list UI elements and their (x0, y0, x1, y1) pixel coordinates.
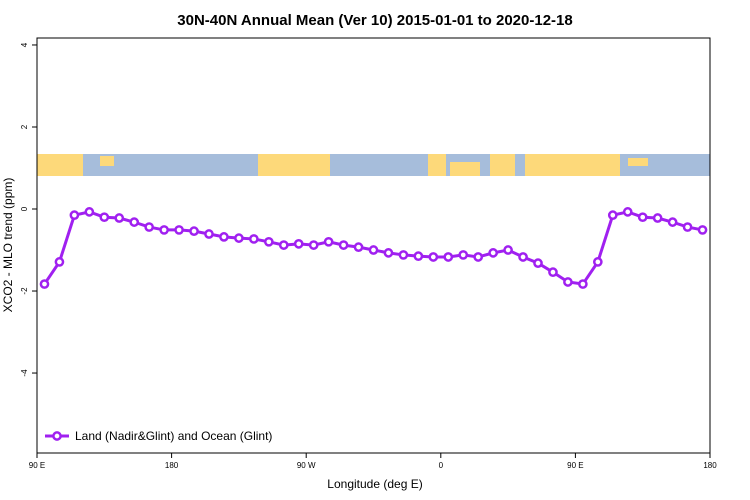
data-point (637, 212, 648, 223)
data-point (263, 236, 274, 247)
data-point (249, 234, 259, 244)
legend-marker (52, 431, 62, 441)
data-point (353, 242, 364, 252)
map-strip (37, 154, 710, 176)
data-point (563, 277, 573, 287)
y-tick-label: 2 (20, 124, 29, 129)
data-point (204, 229, 214, 239)
data-point (159, 225, 169, 235)
data-point (84, 207, 95, 217)
data-point (308, 240, 319, 250)
y-axis-label: XCO2 - MLO trend (ppm) (1, 178, 15, 313)
data-point (368, 245, 379, 255)
data-point (443, 252, 454, 262)
y-tick-label: 4 (20, 42, 29, 47)
data-point (39, 279, 50, 289)
data-point (548, 267, 558, 278)
data-point (144, 222, 155, 232)
data-point (697, 225, 708, 235)
data-point (323, 236, 334, 247)
legend-label: Land (Nadir&Glint) and Ocean (Glint) (75, 429, 272, 443)
x-tick-label: 90 E (29, 461, 45, 470)
data-point (99, 212, 110, 223)
data-point (338, 240, 349, 250)
data-point (518, 252, 528, 262)
data-point (592, 257, 603, 267)
data-point (652, 213, 663, 223)
data-point (458, 250, 469, 260)
plot-frame (36, 37, 711, 454)
data-point (622, 207, 633, 217)
data-point (413, 251, 424, 262)
data-point (293, 239, 304, 249)
data-point (234, 233, 244, 243)
data-point (129, 217, 140, 227)
data-point (398, 250, 409, 260)
y-tick-label: -2 (20, 287, 29, 295)
data-point (488, 248, 498, 258)
data-point (278, 240, 289, 250)
x-axis-label: Longitude (deg E) (327, 477, 422, 491)
x-tick-label: 180 (165, 461, 179, 470)
data-point (607, 210, 618, 221)
data-point (219, 232, 229, 242)
x-tick-label: 0 (439, 461, 444, 470)
data-point (667, 217, 678, 227)
data-point (54, 257, 65, 267)
data-point (682, 222, 693, 232)
y-tick-label: 0 (20, 206, 29, 211)
data-point (383, 248, 394, 258)
data-point (174, 225, 184, 235)
data-point (428, 252, 439, 262)
data-point (69, 210, 80, 221)
x-tick-label: 90 W (297, 461, 316, 470)
data-point (189, 226, 199, 236)
x-tick-label: 180 (703, 461, 717, 470)
x-tick-label: 90 E (567, 461, 583, 470)
chart-title: 30N-40N Annual Mean (Ver 10) 2015-01-01 … (177, 12, 572, 29)
data-point (473, 252, 484, 262)
data-point (503, 245, 513, 255)
data-point (578, 279, 588, 289)
y-tick-label: -4 (20, 369, 29, 377)
data-point (533, 258, 543, 268)
data-point (114, 213, 125, 223)
